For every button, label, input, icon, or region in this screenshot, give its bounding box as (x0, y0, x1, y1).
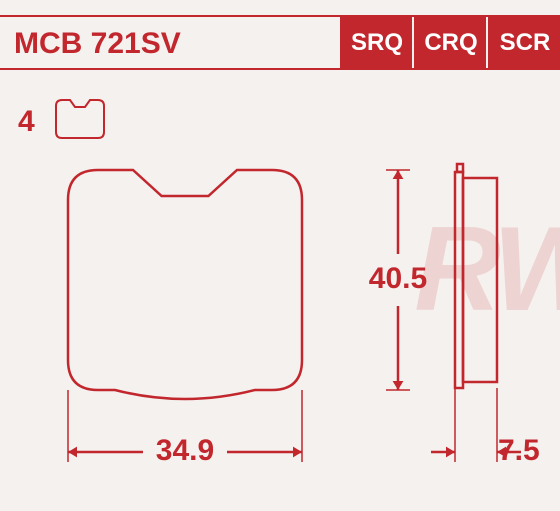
svg-text:40.5: 40.5 (369, 262, 427, 295)
variant-tab: CRQ (414, 17, 486, 68)
variant-tab: SRQ (340, 17, 412, 68)
variant-tab: SCR (488, 17, 560, 68)
variant-tabs: SRQ CRQ SCR (340, 17, 560, 68)
svg-text:34.9: 34.9 (156, 434, 214, 467)
spec-header: MCB 721SV SRQ CRQ SCR (0, 15, 560, 70)
product-code: MCB 721SV (0, 17, 340, 68)
svg-text:7.5: 7.5 (498, 434, 540, 467)
technical-diagram: 40.5 34.9 7.5 (0, 90, 560, 510)
